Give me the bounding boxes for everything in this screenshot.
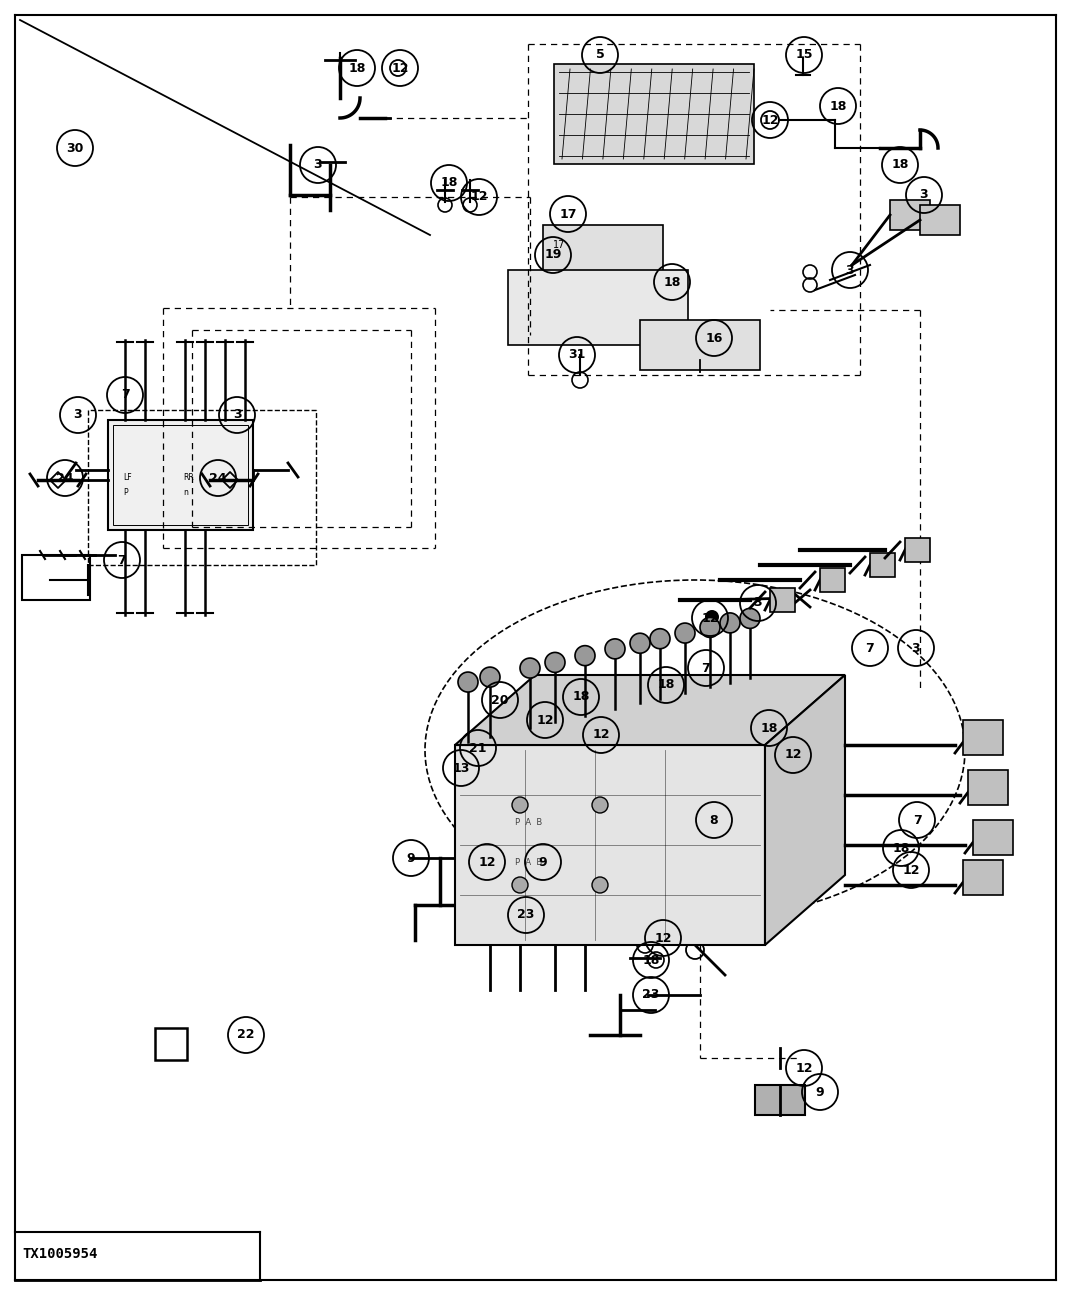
Bar [963,720,1004,755]
Text: 12: 12 [592,729,609,742]
Text: 13: 13 [452,761,470,774]
Bar [22,556,90,600]
Circle shape [480,667,500,688]
Text: 30: 30 [66,141,84,154]
Text: 12: 12 [761,114,779,127]
Text: 12: 12 [784,749,802,761]
Text: LF: LF [123,473,132,482]
Text: 9: 9 [816,1085,825,1098]
Text: 12: 12 [470,190,487,203]
Text: 12: 12 [479,856,496,869]
Circle shape [700,618,720,637]
Circle shape [521,658,540,679]
Polygon shape [455,675,845,745]
Bar [920,205,960,234]
Text: 7: 7 [118,553,126,566]
Text: 18: 18 [658,679,675,692]
Bar [905,537,930,562]
Text: 19: 19 [544,249,561,262]
Bar [455,745,765,945]
Text: 3: 3 [911,641,920,654]
Text: 18: 18 [663,276,681,289]
Bar [968,771,1008,805]
Circle shape [592,877,608,894]
Text: 24: 24 [209,471,227,484]
Bar [155,1028,187,1061]
Text: 12: 12 [391,61,409,75]
Text: 3: 3 [920,189,929,202]
Text: 7: 7 [121,388,130,401]
Bar [114,425,248,524]
Text: P: P [123,488,127,497]
Text: 18: 18 [891,158,908,171]
Text: 12: 12 [796,1062,813,1075]
Text: 17: 17 [553,240,565,250]
Bar [508,269,688,344]
Bar [820,569,845,592]
Bar [554,63,754,164]
Bar [543,225,663,280]
Text: 20: 20 [492,694,509,707]
Text: 16: 16 [706,332,723,344]
Text: P  A  B: P A B [515,859,542,866]
Text: 17: 17 [559,207,577,220]
Circle shape [630,633,650,653]
Text: 3: 3 [74,408,82,421]
Text: 15: 15 [796,48,813,61]
Circle shape [650,628,670,649]
Text: 18: 18 [892,842,909,855]
Text: 12: 12 [702,611,719,624]
Text: P  A  B: P A B [515,818,542,828]
Text: 5: 5 [595,48,604,61]
Circle shape [512,877,528,894]
Text: 12: 12 [537,714,554,726]
Text: 3: 3 [314,158,322,171]
Text: 22: 22 [238,1028,255,1041]
Text: 18: 18 [643,953,660,966]
Text: n: n [183,488,187,497]
Text: 23: 23 [643,988,660,1001]
Polygon shape [765,675,845,945]
Circle shape [605,638,625,659]
Text: 8: 8 [710,813,719,826]
Bar [640,320,760,370]
Text: 18: 18 [348,61,365,75]
Text: 7: 7 [865,641,874,654]
Bar [890,199,930,231]
Text: 7: 7 [702,662,710,675]
Bar [870,553,895,578]
Circle shape [575,646,595,666]
Bar [755,1085,805,1115]
Text: 3: 3 [232,408,241,421]
Bar [972,820,1013,855]
Circle shape [545,653,565,672]
Circle shape [720,613,740,633]
Text: 18: 18 [440,176,457,189]
Bar [108,420,253,530]
Circle shape [675,623,695,644]
Circle shape [458,672,478,692]
Text: 12: 12 [902,864,920,877]
Text: 23: 23 [517,909,534,922]
Text: 9: 9 [539,856,547,869]
Text: 21: 21 [469,742,486,755]
Text: 3: 3 [754,597,763,610]
Text: 18: 18 [572,690,590,703]
Text: 18: 18 [829,100,847,113]
Text: TX1005954: TX1005954 [22,1247,97,1261]
Circle shape [740,609,760,628]
Text: 9: 9 [407,852,416,865]
Text: 24: 24 [57,471,74,484]
Circle shape [592,796,608,813]
Text: 12: 12 [654,931,672,944]
Circle shape [512,796,528,813]
Text: 3: 3 [846,263,855,277]
Bar [770,588,795,613]
Bar [963,860,1004,895]
Text: 31: 31 [569,348,586,361]
Text: 18: 18 [760,721,778,734]
Circle shape [705,610,719,624]
Text: 7: 7 [912,813,921,826]
Text: RR: RR [183,473,194,482]
